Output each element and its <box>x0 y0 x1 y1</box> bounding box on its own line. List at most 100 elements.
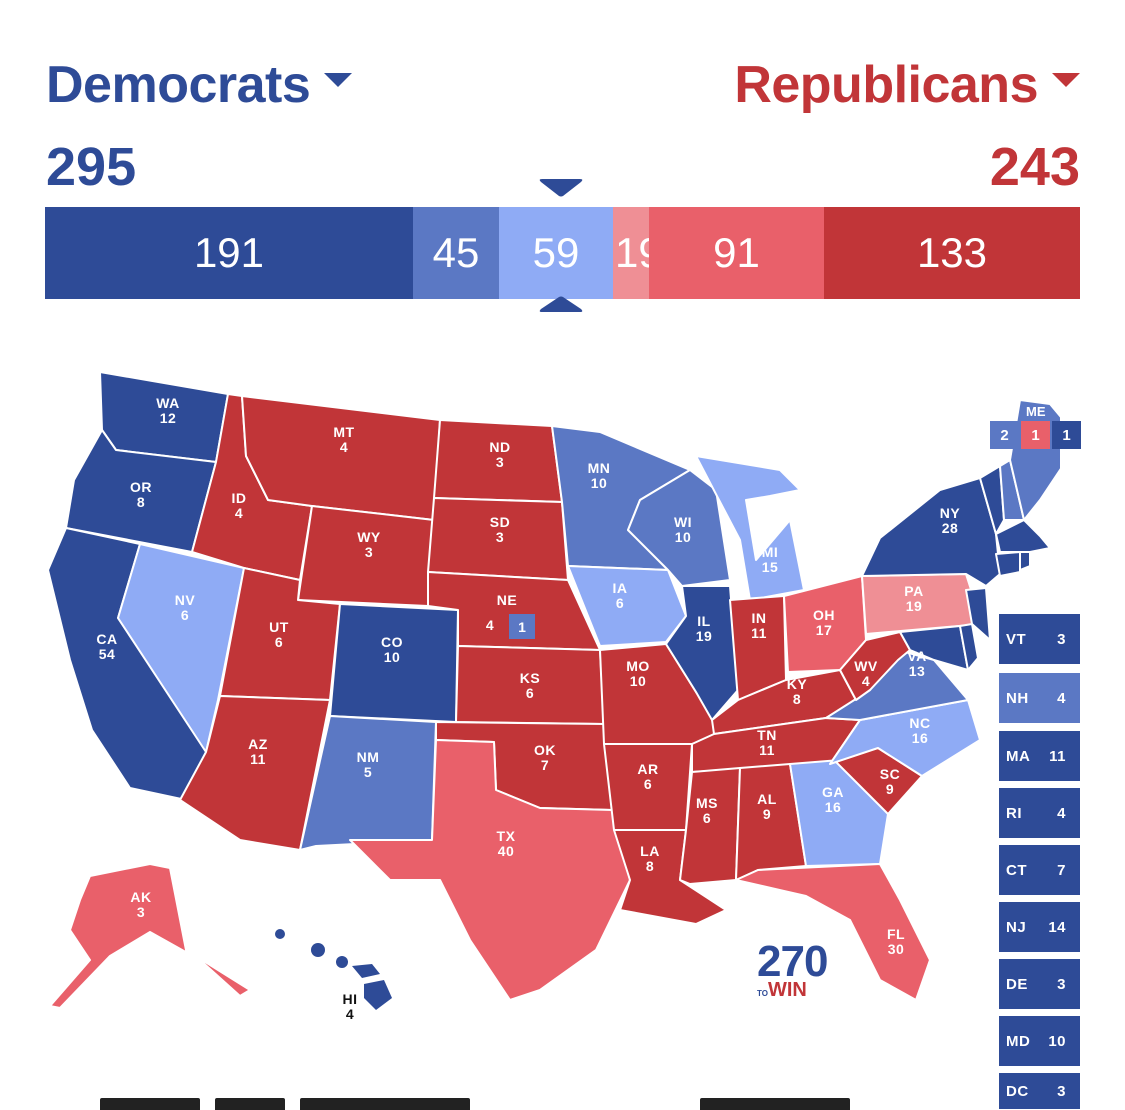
state-label: AK <box>130 889 151 905</box>
side-state-vt[interactable]: VT 3 <box>999 614 1080 664</box>
bar-segment-solid-rep[interactable]: 133 <box>824 207 1080 299</box>
me-district-boxes: 2 1 1 <box>990 421 1081 449</box>
me-box-district-1[interactable]: 1 <box>1052 421 1081 449</box>
state-label: MN <box>588 460 611 476</box>
state-label: LA <box>640 843 660 859</box>
state-ev: 17 <box>816 622 833 638</box>
side-state-nh[interactable]: NH 4 <box>999 673 1080 723</box>
state-ev: 4 <box>486 617 494 633</box>
state-ev: 11 <box>250 751 266 767</box>
state-ev: 11 <box>759 742 775 758</box>
state-ev: 6 <box>644 776 652 792</box>
state-label: MI <box>762 544 779 560</box>
state-ev: 30 <box>888 941 905 957</box>
state-label: UT <box>269 619 289 635</box>
state-label: GA <box>822 784 844 800</box>
state-wi[interactable] <box>627 469 731 587</box>
state-label: AR <box>637 761 658 777</box>
side-state-de[interactable]: DE 3 <box>999 959 1080 1009</box>
side-state-ct[interactable]: CT 7 <box>999 845 1080 895</box>
state-label: ID <box>232 490 247 506</box>
state-fl[interactable] <box>735 863 931 1001</box>
side-state-ri[interactable]: RI 4 <box>999 788 1080 838</box>
bar-segment-lean-rep[interactable]: 19 <box>613 207 649 299</box>
state-label: AL <box>757 791 777 807</box>
democrats-total: 295 <box>46 137 137 197</box>
state-ev: 5 <box>364 764 372 780</box>
chevron-down-icon <box>324 73 353 88</box>
state-ev: 4 <box>235 505 243 521</box>
state-label: KS <box>520 670 540 686</box>
state-ny[interactable] <box>861 477 1001 587</box>
state-ct[interactable] <box>995 551 1021 577</box>
state-label: WI <box>674 514 692 530</box>
state-label: NC <box>909 715 930 731</box>
state-tx[interactable] <box>349 739 631 1001</box>
state-ev: 6 <box>181 607 189 623</box>
state-ev: 19 <box>906 598 923 614</box>
republicans-total: 243 <box>989 137 1080 197</box>
state-ma[interactable] <box>995 519 1051 553</box>
state-ak[interactable] <box>49 863 251 1009</box>
state-ev: 6 <box>616 595 624 611</box>
democrats-dropdown[interactable]: Democrats <box>46 55 353 115</box>
state-ev: 6 <box>275 634 283 650</box>
270towin-logo: 270 TOWIN <box>757 937 828 1001</box>
state-label: MS <box>696 795 718 811</box>
me-box-district-2[interactable]: 1 <box>1021 421 1050 449</box>
state-ev: 4 <box>346 1006 354 1022</box>
state-ev: 3 <box>496 454 504 470</box>
state-ri[interactable] <box>1019 551 1031 571</box>
state-ev: 15 <box>762 559 779 575</box>
state-label: NV <box>175 592 196 608</box>
bar-segment-likely-rep[interactable]: 91 <box>649 207 824 299</box>
state-md[interactable] <box>899 625 969 671</box>
state-ev: 8 <box>137 494 145 510</box>
state-label: OH <box>813 607 835 623</box>
state-ev: 4 <box>862 673 870 689</box>
ne-district-box[interactable]: 1 <box>509 614 535 639</box>
center-marker-bottom-icon <box>539 296 583 312</box>
side-state-nj[interactable]: NJ 14 <box>999 902 1080 952</box>
state-label: TX <box>497 828 516 844</box>
state-ev: 8 <box>793 691 801 707</box>
state-label: MT <box>333 424 354 440</box>
bar-segment-solid-dem[interactable]: 191 <box>45 207 413 299</box>
state-ev: 7 <box>541 757 549 773</box>
republicans-dropdown[interactable]: Republicans <box>734 55 1080 115</box>
bar-segment-likely-dem[interactable]: 45 <box>413 207 499 299</box>
state-ev: 16 <box>825 799 842 815</box>
state-label: NY <box>940 505 961 521</box>
state-ev: 19 <box>696 628 713 644</box>
side-state-dc[interactable]: DC 3 <box>999 1073 1080 1109</box>
state-az[interactable] <box>179 695 331 851</box>
bar-segment-lean-dem[interactable]: 59 <box>499 207 613 299</box>
electoral-bar: 191 45 59 19 91 133 <box>45 207 1080 299</box>
state-label: OR <box>130 479 152 495</box>
me-box-statewide[interactable]: 2 <box>990 421 1019 449</box>
state-label: NE <box>497 592 517 608</box>
state-mt[interactable] <box>241 395 441 521</box>
state-wv[interactable] <box>839 631 911 701</box>
state-ev: 6 <box>703 810 711 826</box>
state-label: NM <box>357 749 380 765</box>
state-ev: 10 <box>591 475 608 491</box>
state-de[interactable] <box>959 623 979 671</box>
state-label: FL <box>887 926 905 942</box>
state-ev: 4 <box>340 439 348 455</box>
state-label: CO <box>381 634 403 650</box>
state-ev: 10 <box>384 649 401 665</box>
side-state-ma[interactable]: MA 11 <box>999 731 1080 781</box>
state-nj[interactable] <box>965 587 991 641</box>
side-state-md[interactable]: MD 10 <box>999 1016 1080 1066</box>
state-label: MO <box>626 658 650 674</box>
state-ev: 3 <box>496 529 504 545</box>
cut-off-heading <box>100 1098 900 1110</box>
state-label: WA <box>156 395 180 411</box>
state-mi[interactable] <box>695 455 805 601</box>
center-marker-top-icon <box>539 179 583 197</box>
state-label: IA <box>613 580 628 596</box>
state-hi[interactable] <box>275 929 392 1010</box>
